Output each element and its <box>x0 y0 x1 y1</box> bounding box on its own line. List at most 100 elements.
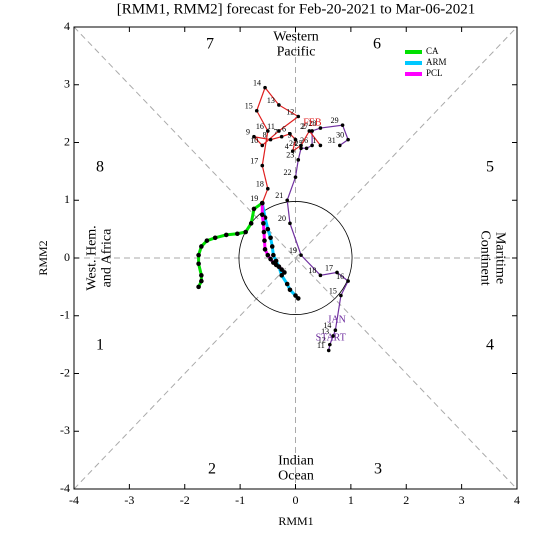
forecast-point <box>271 252 276 258</box>
observed-point <box>333 328 338 332</box>
observed-point <box>263 85 267 90</box>
observed-point <box>299 253 303 257</box>
day-label: 8 <box>263 130 267 139</box>
y-tick-label: 3 <box>64 77 70 91</box>
observed-point <box>335 270 339 275</box>
day-label: 13 <box>267 96 275 105</box>
x-tick-label: 1 <box>348 493 354 507</box>
region-label: Continent <box>477 230 492 285</box>
day-label: 6 <box>282 125 286 134</box>
day-label: 25 <box>295 139 303 148</box>
x-tick-label: -3 <box>124 493 134 507</box>
forecast-point <box>223 232 229 238</box>
observed-point <box>299 143 303 148</box>
observed-point <box>338 143 342 148</box>
observed-point <box>318 126 323 130</box>
day-label: 2 <box>301 122 305 131</box>
forecast-point <box>212 235 218 241</box>
forecast-point <box>282 270 287 275</box>
observed-point <box>346 137 350 142</box>
x-tick-label: 0 <box>293 493 299 507</box>
day-label: 12 <box>286 107 294 116</box>
observed-point <box>277 129 281 133</box>
day-label: 22 <box>284 168 292 177</box>
day-label: 15 <box>329 286 337 295</box>
phase-number: 4 <box>486 337 494 354</box>
chart-title: [RMM1, RMM2] forecast for Feb-20-2021 to… <box>117 1 475 17</box>
unit-circle <box>238 201 353 315</box>
forecast-point <box>196 252 201 258</box>
forecast-point <box>265 226 271 232</box>
observed-point <box>288 132 292 136</box>
observed-point <box>331 334 335 338</box>
y-axis-label: RMM2 <box>36 240 50 275</box>
day-label: 18 <box>256 180 264 189</box>
y-tick-label: 4 <box>64 19 70 33</box>
forecast-point <box>251 206 257 212</box>
observed-point <box>318 273 323 278</box>
observed-point <box>339 293 343 298</box>
forecast-point <box>268 256 273 262</box>
observed-point <box>326 348 331 353</box>
day-label: 10 <box>250 136 258 145</box>
forecast-line <box>197 201 264 288</box>
day-label: 14 <box>253 78 261 87</box>
day-label: 17 <box>325 263 333 272</box>
day-label: 19 <box>289 246 297 255</box>
observed-point <box>277 103 281 107</box>
day-label: 20 <box>278 214 286 223</box>
observed-point <box>310 129 314 133</box>
observed-point <box>346 279 350 283</box>
day-label: 7 <box>274 128 278 137</box>
day-label: 14 <box>323 321 331 330</box>
forecast-point <box>293 293 298 298</box>
start-label: START <box>316 333 346 344</box>
observed-point <box>328 342 332 347</box>
x-tick-label: 4 <box>514 493 520 507</box>
observed-point <box>266 129 270 133</box>
y-tick-label: 0 <box>64 250 70 264</box>
forecast-point <box>284 281 290 287</box>
legend-label: PCL <box>426 68 443 78</box>
day-label: 16 <box>256 122 264 131</box>
y-tick-label: -2 <box>60 365 70 379</box>
observed-point <box>260 143 265 148</box>
month-label: JAN <box>328 315 346 326</box>
observed-point <box>290 149 295 153</box>
forecast-point <box>261 229 267 235</box>
day-label: 16 <box>336 272 344 281</box>
forecast-point <box>243 229 248 235</box>
y-tick-label: -4 <box>60 481 70 495</box>
x-axis-label: RMM1 <box>278 514 313 528</box>
day-label: 1 <box>312 136 316 145</box>
day-label: 15 <box>245 102 253 111</box>
forecast-point <box>259 212 265 217</box>
forecast-point <box>265 252 271 258</box>
day-label: 9 <box>246 128 250 137</box>
day-label: 24 <box>289 139 297 148</box>
forecast-point <box>261 221 266 226</box>
forecast-point <box>235 231 240 237</box>
day-label: 18 <box>308 266 316 275</box>
day-label: 12 <box>318 335 326 344</box>
phase-number: 2 <box>208 461 216 478</box>
phase-number: 7 <box>206 36 214 53</box>
observed-point <box>266 186 270 191</box>
y-tick-label: -1 <box>60 308 70 322</box>
day-label: 29 <box>331 116 339 125</box>
observed-point <box>296 158 301 162</box>
forecast-point <box>199 244 204 249</box>
day-label: 13 <box>321 327 329 336</box>
phase-number: 6 <box>373 36 381 53</box>
forecast-point <box>269 244 275 249</box>
forecast-point <box>268 235 273 241</box>
observed-point <box>318 143 323 148</box>
forecast-point <box>259 200 265 206</box>
phase-number: 1 <box>96 337 104 354</box>
forecast-point <box>287 287 293 293</box>
x-tick-label: 3 <box>459 493 465 507</box>
x-tick-label: -2 <box>180 493 190 507</box>
day-label: 31 <box>328 136 336 145</box>
forecast-point <box>262 238 267 243</box>
observed-point <box>310 143 314 148</box>
